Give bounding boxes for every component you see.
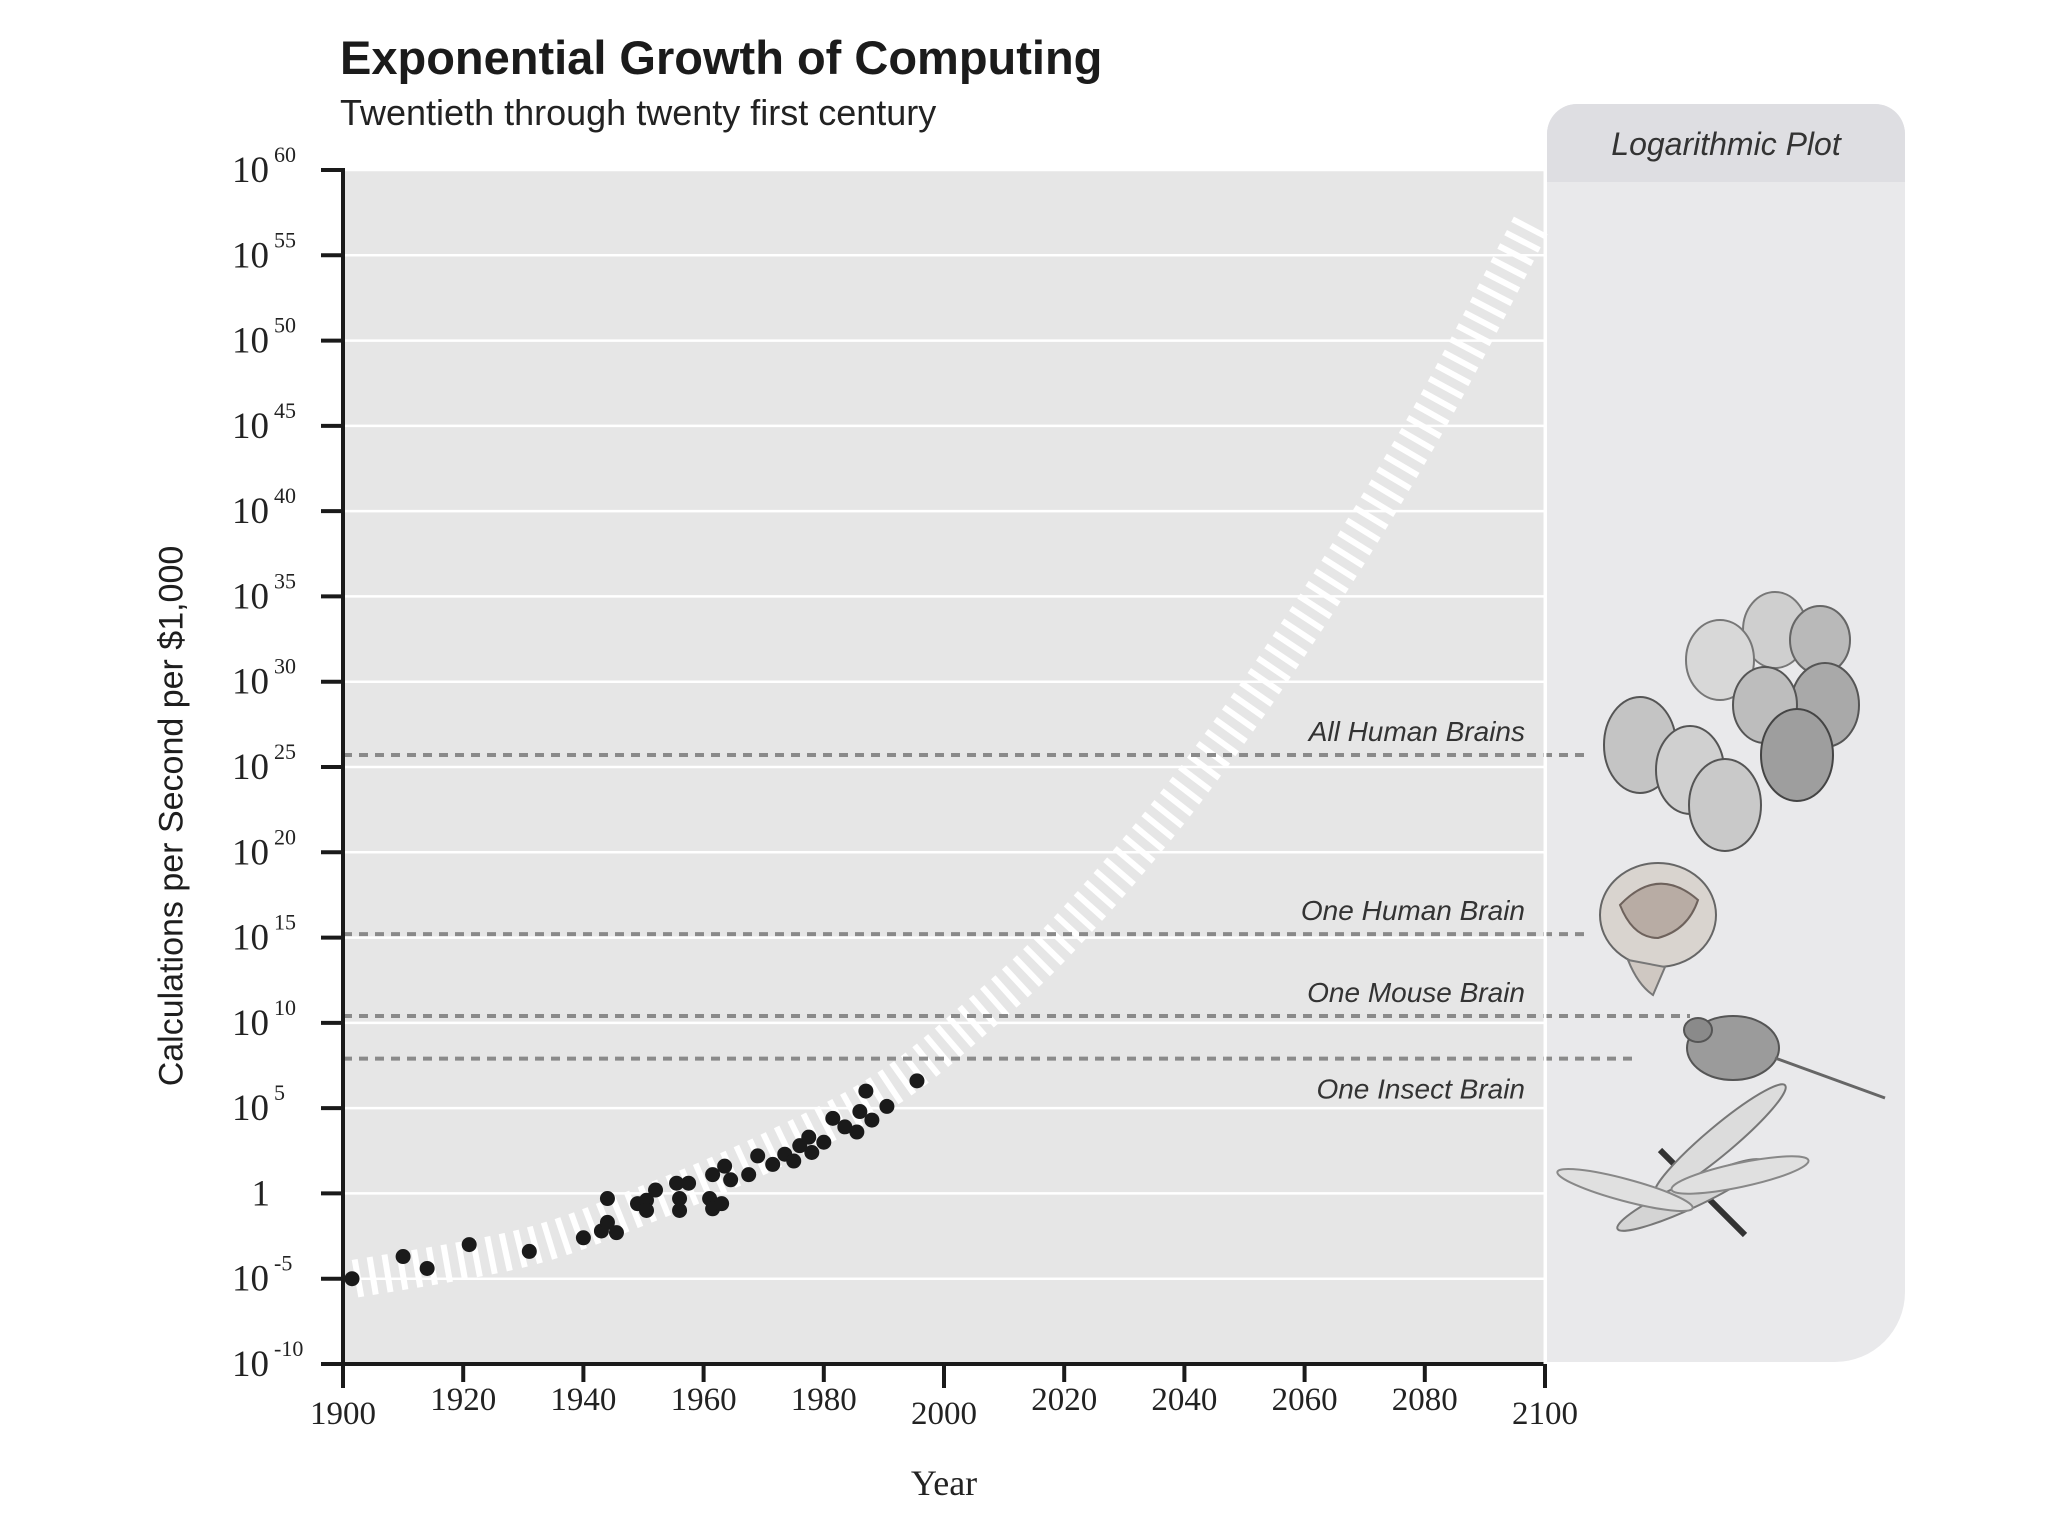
data-point: [648, 1182, 664, 1198]
y-tick-exponent: 5: [274, 1080, 285, 1105]
y-tick-label: 1: [252, 1173, 271, 1214]
data-point: [858, 1083, 874, 1099]
y-tick-exponent: -5: [274, 1251, 292, 1276]
y-tick-label: 10: [232, 406, 269, 447]
reference-lines: All Human Brains One Human Brain One Mouse…: [343, 716, 1690, 1105]
data-point: [344, 1271, 360, 1287]
y-tick-label: 10: [232, 491, 269, 532]
x-tick-label: 2060: [1272, 1382, 1338, 1418]
data-point: [837, 1119, 853, 1135]
x-tick-label: 2000: [911, 1396, 977, 1432]
y-tick-label: 10: [232, 832, 269, 873]
human-heads-illustration: [1603, 591, 1860, 852]
data-point: [801, 1129, 817, 1145]
y-tick-label: 10: [232, 918, 269, 959]
y-tick-exponent: 20: [274, 824, 296, 849]
x-tick-label: 2100: [1512, 1396, 1578, 1432]
y-tick-label: 10: [232, 235, 269, 276]
y-tick-label: 10: [232, 662, 269, 703]
y-tick-exponent: -10: [274, 1336, 303, 1361]
reference-label: One Human Brain: [1301, 895, 1525, 926]
y-tick-exponent: 45: [274, 398, 296, 423]
mouse-illustration: [1683, 1015, 1886, 1100]
x-tick-label: 1920: [430, 1382, 496, 1418]
data-point: [672, 1191, 688, 1207]
y-tick-label: 10: [232, 150, 269, 191]
data-point: [765, 1156, 781, 1172]
y-tick-label: 10: [232, 1003, 269, 1044]
y-tick-exponent: 25: [274, 739, 296, 764]
data-point: [786, 1153, 802, 1169]
gridlines: [343, 168, 1545, 1280]
y-tick-label: 10: [232, 747, 269, 788]
x-tick-label: 1980: [791, 1382, 857, 1418]
y-tick-exponent: 30: [274, 654, 296, 679]
data-point: [575, 1230, 591, 1246]
data-point: [521, 1243, 537, 1259]
panel-header: [1547, 104, 1905, 182]
panel-title: Logarithmic Plot: [1611, 126, 1841, 162]
y-tick-label: 10: [232, 1344, 269, 1385]
y-tick-exponent: 15: [274, 910, 296, 935]
chart-title: Exponential Growth of Computing: [340, 31, 1103, 84]
data-points: [344, 1073, 925, 1287]
y-tick-exponent: 35: [274, 568, 296, 593]
x-tick-label: 2040: [1151, 1382, 1217, 1418]
chart-subtitle: Twentieth through twenty first century: [340, 92, 937, 133]
x-tick-label: 2080: [1392, 1382, 1458, 1418]
data-point: [599, 1191, 615, 1207]
data-point: [849, 1124, 865, 1140]
x-tick-label: 2020: [1031, 1382, 1097, 1418]
data-point: [909, 1073, 925, 1089]
dragonfly-illustration: [1556, 1083, 1810, 1238]
data-point: [639, 1202, 655, 1218]
reference-label: One Mouse Brain: [1307, 977, 1525, 1008]
data-point: [723, 1172, 739, 1188]
y-tick-label: 10: [232, 321, 269, 362]
x-axis-label: Year: [910, 1463, 978, 1503]
y-axis-label: Calculations per Second per $1,000: [152, 545, 191, 1087]
y-tick-exponent: 55: [274, 227, 296, 252]
y-tick-exponent: 10: [274, 995, 296, 1020]
data-point: [672, 1202, 688, 1218]
x-tick-label: 1900: [310, 1396, 376, 1432]
y-tick-label: 10: [232, 1259, 269, 1300]
data-point: [717, 1158, 733, 1174]
x-ticks: 1900 1920 1940 1960 1980 2000 2020 2040 2060 2080…: [310, 1364, 1578, 1432]
y-tick-label: 10: [232, 1088, 269, 1129]
data-point: [714, 1196, 730, 1212]
y-tick-exponent: 40: [274, 483, 296, 508]
data-point: [419, 1260, 435, 1276]
x-tick-label: 1940: [550, 1382, 616, 1418]
data-point: [599, 1214, 615, 1230]
data-point: [864, 1112, 880, 1128]
y-tick-label: 10: [232, 576, 269, 617]
data-point: [395, 1249, 411, 1265]
data-point: [804, 1144, 820, 1160]
data-point: [816, 1134, 832, 1150]
data-point: [681, 1175, 697, 1191]
reference-label: All Human Brains: [1307, 716, 1525, 747]
data-point: [461, 1237, 477, 1253]
y-tick-exponent: 60: [274, 142, 296, 167]
x-tick-label: 1960: [671, 1382, 737, 1418]
data-point: [852, 1104, 868, 1120]
brain-illustration: [1599, 862, 1717, 997]
data-point: [741, 1167, 757, 1183]
data-point: [879, 1098, 895, 1114]
data-point: [750, 1148, 766, 1164]
data-point: [705, 1167, 721, 1183]
data-point: [608, 1225, 624, 1241]
y-tick-exponent: 50: [274, 313, 296, 338]
reference-label: One Insect Brain: [1316, 1074, 1525, 1105]
data-point: [669, 1175, 685, 1191]
data-point: [825, 1110, 841, 1126]
